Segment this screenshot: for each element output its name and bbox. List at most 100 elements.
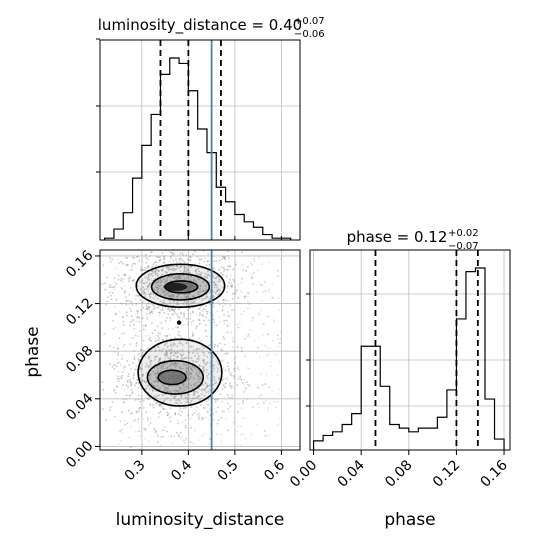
sample-point [193, 280, 195, 282]
sample-point [137, 335, 139, 338]
sample-point [206, 410, 209, 413]
sample-point [186, 275, 189, 277]
sample-point [218, 268, 221, 271]
sample-point [120, 260, 122, 263]
sample-point [123, 401, 125, 403]
sample-point [189, 307, 192, 310]
sample-point [109, 261, 112, 263]
sample-point [232, 346, 234, 349]
sample-point [163, 278, 166, 281]
sample-point [152, 303, 155, 306]
sample-point [153, 305, 156, 307]
sample-point [149, 362, 152, 365]
sample-point [204, 275, 207, 278]
sample-point [163, 255, 165, 257]
sample-point [142, 286, 145, 289]
sample-point [159, 332, 162, 335]
sample-point [218, 316, 221, 318]
sample-point [137, 381, 140, 384]
sample-point [164, 302, 167, 305]
sample-point [240, 281, 242, 284]
sample-point [198, 258, 201, 260]
sample-point [276, 400, 279, 403]
sample-point [130, 367, 132, 370]
sample-point [233, 416, 236, 419]
sample-point [206, 375, 209, 377]
sample-point [206, 260, 209, 263]
sample-point [113, 365, 116, 367]
sample-point [117, 273, 119, 276]
sample-point [202, 290, 205, 293]
sample-point [190, 357, 193, 359]
sample-point [223, 270, 225, 272]
sample-point [115, 385, 118, 388]
sample-point [125, 394, 128, 397]
sample-point [204, 329, 207, 332]
sample-point [188, 292, 191, 295]
sample-point [167, 357, 170, 359]
sample-point [222, 384, 225, 387]
sample-point [245, 269, 248, 272]
sample-point [172, 344, 175, 347]
sample-point [157, 261, 160, 264]
sample-point [177, 391, 180, 394]
sample-point [125, 311, 128, 314]
contour-lines [135, 263, 226, 407]
sample-point [126, 257, 129, 259]
sample-point [200, 365, 203, 367]
sample-point [121, 410, 124, 413]
sample-point [204, 381, 207, 384]
sample-point [148, 276, 150, 279]
sample-point [112, 346, 115, 349]
sample-point [149, 312, 151, 314]
sample-point [163, 291, 165, 293]
sample-point [230, 274, 232, 277]
sample-point [234, 293, 237, 296]
sample-point [197, 278, 200, 280]
sample-point [175, 302, 178, 305]
sample-point [198, 267, 200, 269]
density-level [158, 370, 187, 385]
sample-point [153, 288, 156, 291]
sample-point [178, 267, 181, 270]
sample-point [193, 397, 196, 399]
sample-point [235, 289, 237, 292]
sample-point [223, 322, 226, 325]
sample-point [150, 251, 152, 254]
sample-point [149, 282, 152, 284]
sample-point [218, 259, 221, 262]
sample-point [246, 398, 249, 401]
sample-point [147, 266, 149, 269]
sample-point [131, 337, 133, 339]
sample-point [262, 291, 264, 294]
sample-point [208, 263, 211, 266]
sample-point [217, 301, 220, 303]
sample-point [135, 365, 138, 368]
luminosity-distance-vs-phase-panel: 0.3 0.4 0.5 0.60.000.040.080.120.16 [63, 247, 301, 484]
sample-point [179, 350, 182, 352]
sample-point [171, 302, 174, 305]
sample-point [242, 402, 244, 405]
sample-point [184, 426, 187, 429]
sample-point [174, 361, 177, 364]
sample-point [126, 380, 129, 383]
sample-point [180, 396, 183, 399]
sample-point [185, 396, 187, 399]
sample-point [138, 352, 141, 355]
sample-point [184, 267, 186, 269]
sample-point [206, 384, 209, 387]
phase-y-tick-label: 0.08 [63, 343, 96, 376]
sample-point [125, 303, 128, 306]
sample-point [145, 317, 147, 320]
sample-point [227, 282, 230, 284]
sample-point [132, 374, 135, 377]
sample-point [122, 346, 124, 349]
sample-point [245, 338, 247, 340]
sample-point [261, 284, 264, 286]
sample-point [217, 377, 220, 379]
sample-point [160, 288, 163, 291]
sample-point [143, 282, 146, 285]
sample-point [277, 297, 280, 300]
sample-point [176, 268, 178, 270]
sample-point [150, 279, 152, 281]
